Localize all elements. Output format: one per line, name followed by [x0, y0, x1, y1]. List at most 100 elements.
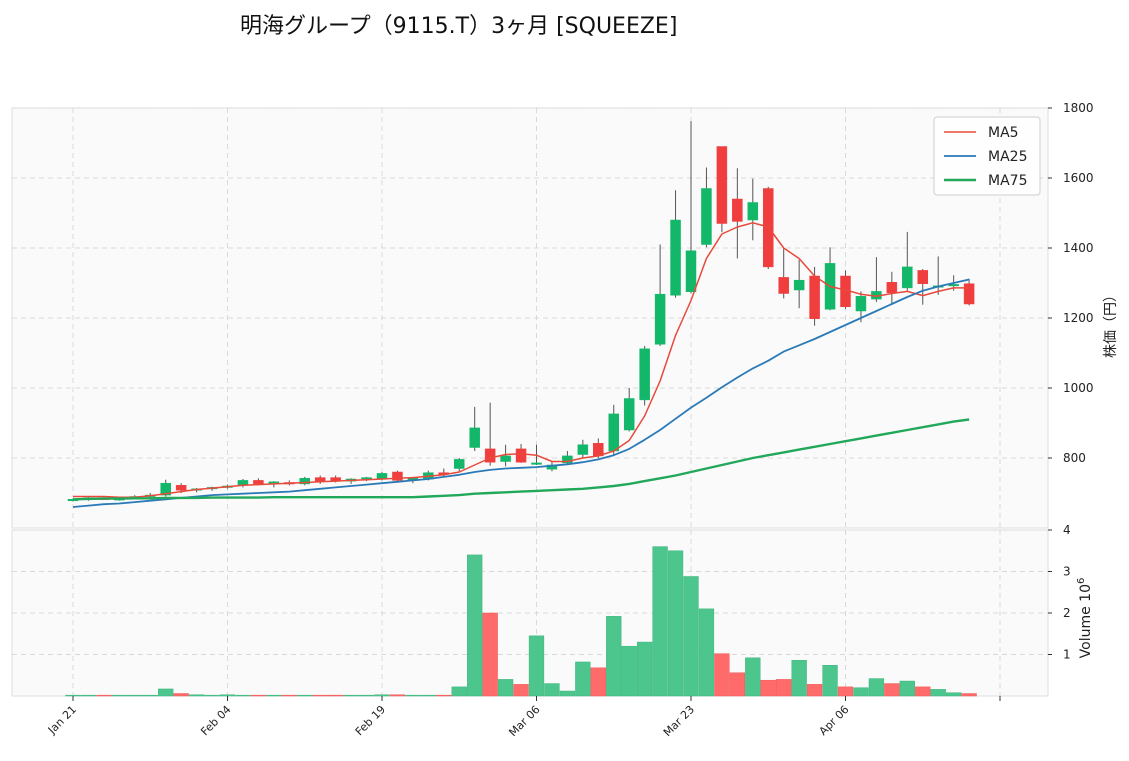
volume-bar: [544, 683, 560, 697]
price-axis-label: 株価（円）: [1103, 288, 1119, 358]
x-tick-label: Jan 21: [45, 703, 79, 737]
candle-body: [701, 188, 712, 245]
volume-bar: [528, 635, 545, 697]
candle-body: [747, 202, 759, 221]
candle-body: [654, 293, 666, 345]
candle-body: [175, 485, 187, 491]
price-ytick-label: 1600: [1063, 171, 1094, 185]
volume-ytick-label: 1: [1063, 648, 1071, 662]
legend-entry: MA25: [988, 149, 1027, 165]
volume-bar: [467, 554, 483, 697]
volume-bar: [915, 686, 931, 697]
volume-bar: [250, 694, 267, 697]
volume-bar: [405, 694, 421, 697]
legend-box: [933, 116, 1041, 196]
volume-bar: [281, 694, 297, 697]
volume-bar: [621, 645, 637, 697]
volume-ytick-label: 3: [1063, 565, 1071, 579]
volume-bar: [899, 680, 915, 697]
volume-bar: [142, 694, 158, 697]
legend-entry: MA75: [988, 173, 1027, 189]
volume-ytick-label: 4: [1063, 523, 1071, 537]
candle-body: [531, 462, 542, 465]
volume-bar: [590, 667, 606, 697]
volume-bar: [575, 661, 591, 697]
candle-body: [515, 448, 527, 463]
candle-body: [299, 478, 310, 485]
volume-bar: [451, 686, 467, 697]
volume-bar: [80, 694, 97, 697]
candle-body: [623, 398, 635, 431]
volume-bar: [729, 672, 746, 697]
volume-bar: [637, 641, 653, 697]
candle-body: [639, 348, 650, 401]
volume-bar: [776, 679, 792, 697]
volume-bar: [714, 653, 730, 697]
price-ytick-label: 1200: [1063, 311, 1094, 325]
volume-bar: [559, 690, 576, 697]
candle-body: [608, 413, 619, 452]
volume-bar: [667, 550, 684, 697]
volume-bar: [930, 689, 946, 697]
volume-bar: [328, 694, 344, 697]
candle-body: [500, 455, 511, 462]
candle-body: [562, 455, 573, 464]
price-ytick-label: 1400: [1063, 241, 1094, 255]
volume-bar: [312, 694, 328, 697]
volume-bar: [297, 694, 313, 697]
volume-bar: [837, 686, 854, 697]
volume-axis-label: Volume 106: [1076, 578, 1094, 659]
candle-body: [917, 270, 928, 284]
candle-body: [253, 480, 264, 485]
volume-bar: [606, 616, 622, 697]
candle-body: [577, 444, 589, 455]
volume-bar: [652, 546, 668, 697]
volume-bar: [745, 657, 761, 697]
volume-bar: [760, 679, 776, 697]
volume-bar: [884, 683, 900, 697]
x-tick-label: Feb 04: [198, 703, 233, 738]
candle-body: [392, 471, 403, 481]
legend-entry: MA5: [988, 125, 1019, 141]
ma-line-ma75: [72, 418, 970, 501]
volume-bar: [791, 660, 807, 697]
volume-bar: [65, 694, 81, 697]
candle-body: [670, 219, 681, 296]
volume-bar: [111, 694, 127, 697]
volume-bar: [482, 612, 498, 697]
candle-body: [732, 198, 743, 222]
volume-bar: [266, 694, 282, 697]
volume-bar: [436, 694, 452, 697]
candle-body: [855, 296, 867, 312]
volume-bar: [806, 684, 823, 697]
candle-body: [963, 283, 975, 305]
volume-bar: [96, 694, 112, 697]
price-ytick-label: 1800: [1063, 101, 1094, 115]
volume-bar: [173, 693, 189, 697]
volume-bar: [374, 694, 390, 697]
candle-body: [778, 277, 789, 294]
volume-bar: [235, 694, 251, 697]
volume-bar: [188, 694, 205, 697]
volume-bar: [868, 678, 885, 697]
candle-body: [793, 279, 805, 291]
candle-body: [809, 275, 820, 319]
volume-bar: [961, 693, 977, 697]
volume-bar: [513, 684, 529, 697]
candle-body: [484, 448, 496, 463]
ma-line-ma25: [72, 278, 970, 508]
candle-body: [716, 146, 728, 224]
candle-body: [902, 266, 913, 289]
volume-bar: [204, 694, 220, 697]
x-tick-label: Mar 06: [506, 703, 542, 739]
volume-bar: [219, 694, 236, 697]
candle-body: [948, 284, 959, 287]
volume-bar: [343, 694, 359, 697]
volume-bar: [358, 694, 375, 697]
chart-title: 明海グループ（9115.T）3ヶ月 [SQUEEZE]: [240, 14, 678, 39]
volume-bar: [683, 576, 699, 697]
volume-bar: [497, 679, 514, 697]
volume-bar: [127, 694, 143, 697]
